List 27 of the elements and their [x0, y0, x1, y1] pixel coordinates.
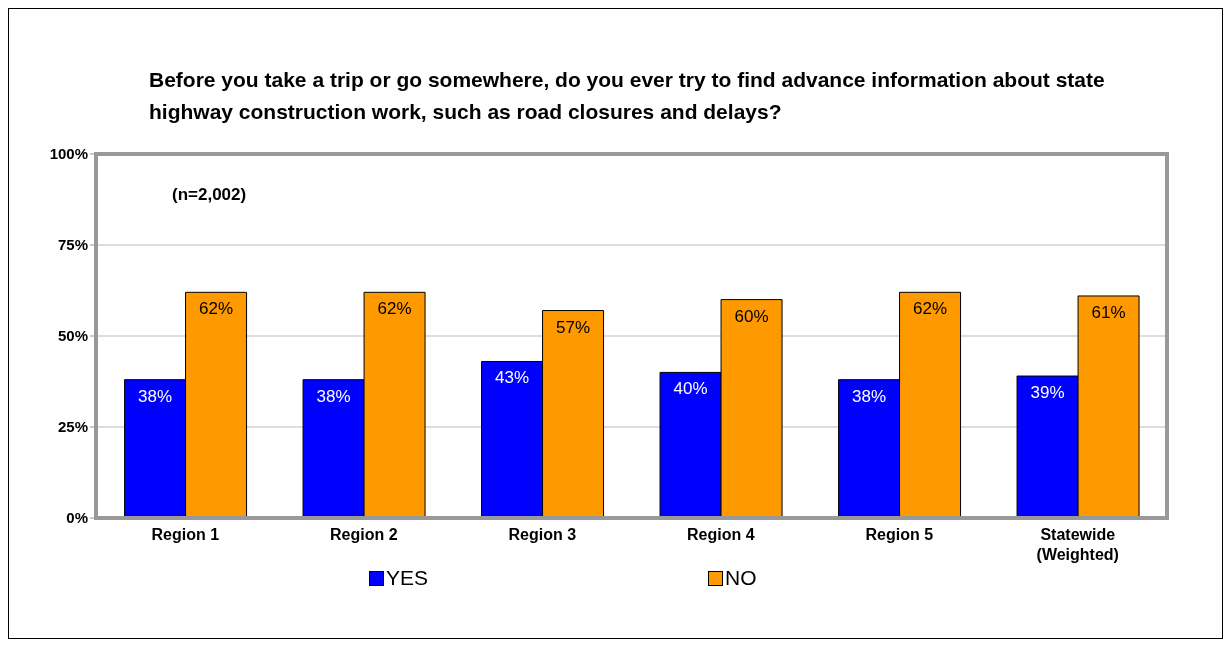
legend-label: NO [725, 566, 757, 590]
data-label: 62% [913, 299, 948, 319]
x-tick-label: Region 5 [865, 526, 934, 543]
data-label: 39% [1030, 383, 1065, 403]
y-tick-label: 50% [57, 327, 88, 345]
y-tick-label: 0% [66, 509, 88, 527]
y-tick-label: 25% [57, 418, 88, 436]
annotation: (n=2,002) [172, 185, 247, 205]
x-tick-label: Region 2 [329, 526, 398, 543]
x-tick-label: Region 4 [686, 526, 755, 543]
legend-label: YES [386, 566, 429, 590]
data-label: 40% [673, 379, 708, 399]
data-label: 62% [199, 299, 234, 319]
data-label: 38% [316, 386, 351, 406]
chart-title: Before you take a trip or go somewhere, do you ever try to find advance information about state highway construction work, such as road closures and delays? [149, 67, 1106, 125]
y-tick-label: 75% [57, 236, 88, 254]
data-label: 43% [495, 368, 530, 388]
data-label: 61% [1091, 302, 1126, 322]
x-tick-label: Region 3 [508, 526, 577, 543]
data-label: 62% [377, 299, 412, 319]
data-label: 57% [556, 317, 591, 337]
y-tick-label: 100% [49, 145, 88, 163]
x-tick-label: Region 1 [151, 526, 220, 543]
data-label: 38% [852, 386, 887, 406]
data-label: 38% [138, 386, 173, 406]
x-tick-label: Statewide (Weighted) [1036, 526, 1119, 563]
data-label: 60% [734, 306, 769, 326]
